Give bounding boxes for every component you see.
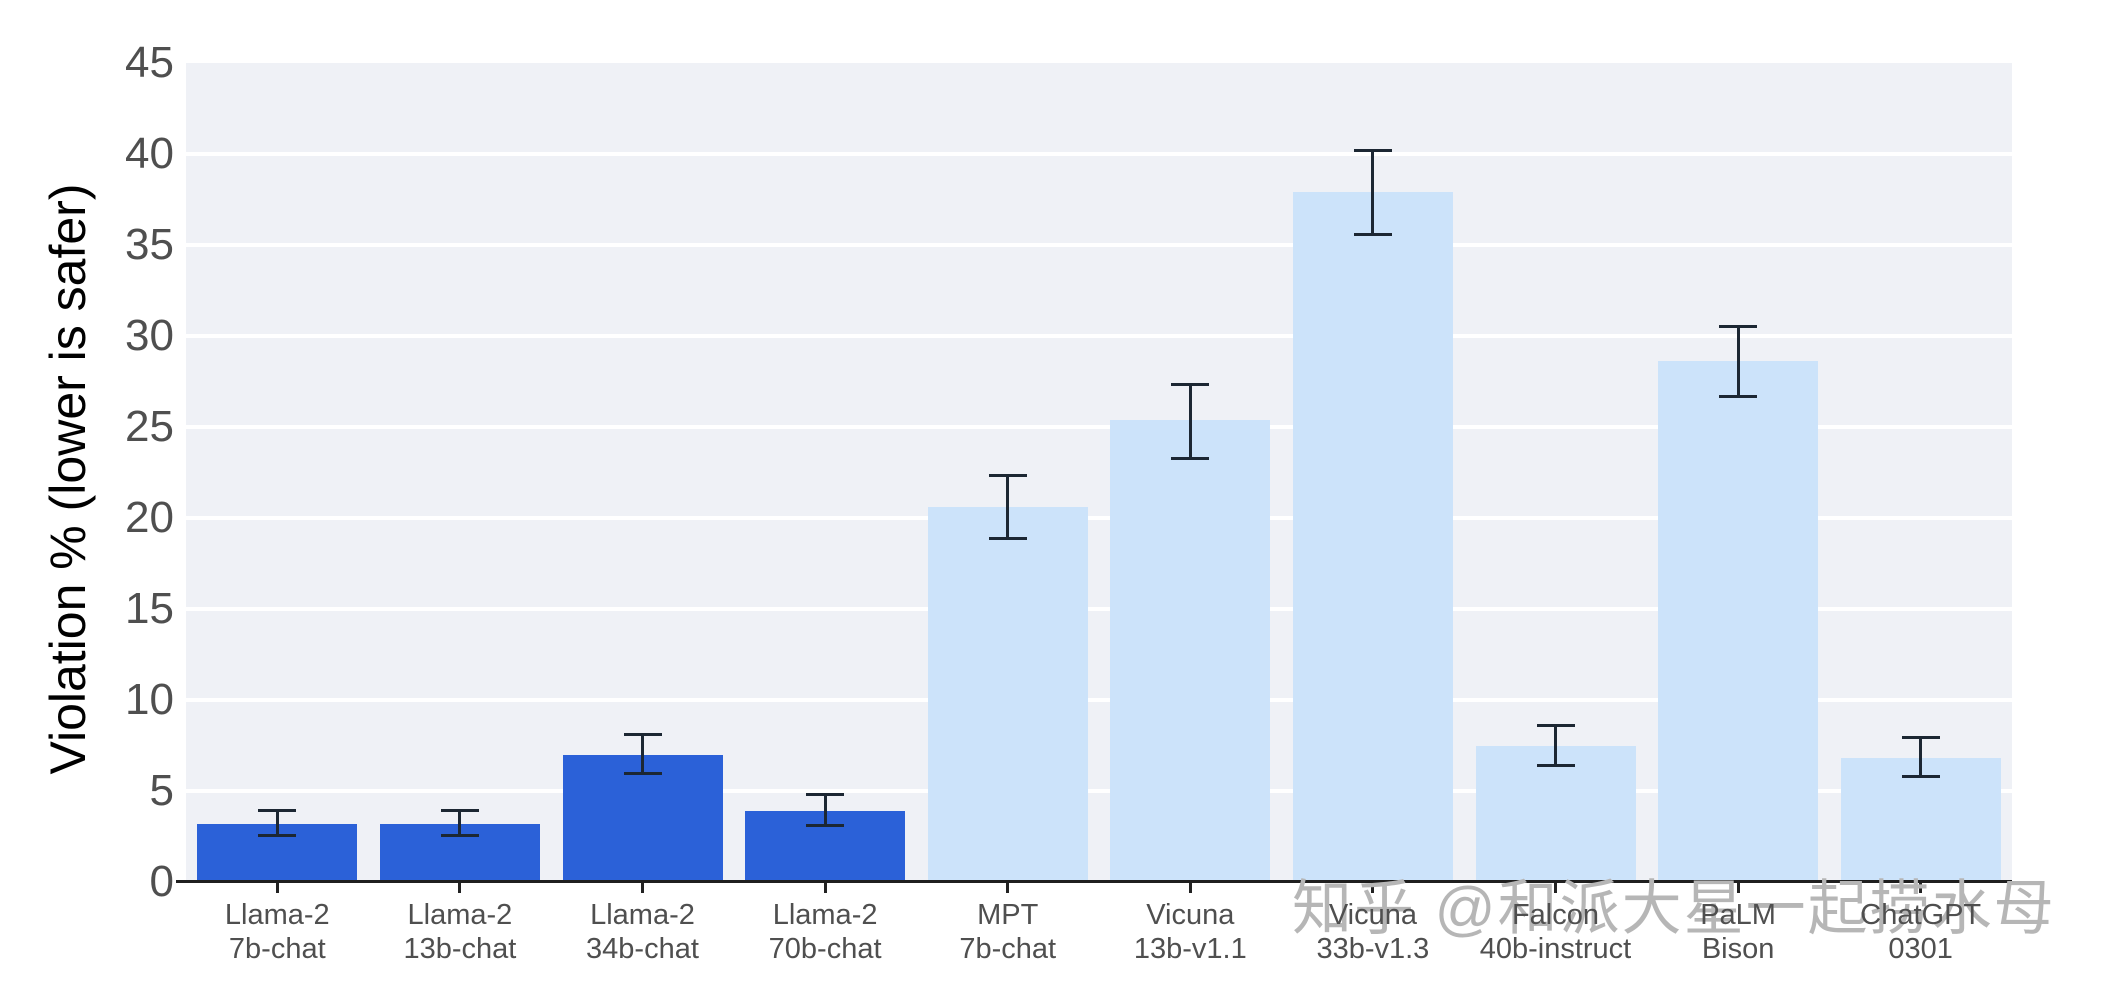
y-tick-label-45: 45 xyxy=(125,38,174,87)
x-tick-llama-2-13b-chat xyxy=(458,883,462,893)
x-label-line1-vicuna-33b-v1-3: Vicuna xyxy=(1328,899,1417,931)
x-label-line2-llama-2-34b-chat: 34b-chat xyxy=(586,933,699,965)
error-bar-falcon-40b-instruct xyxy=(1554,723,1557,768)
error-cap-top-vicuna-13b-v1-1 xyxy=(1171,383,1210,387)
x-label-palm-bison: PaLM Bison xyxy=(1647,898,1830,966)
error-cap-bottom-chatgpt-0301 xyxy=(1901,775,1940,779)
x-tick-falcon-40b-instruct xyxy=(1554,883,1557,893)
bar-vicuna-33b-v1-3 xyxy=(1292,192,1453,882)
x-label-line1-falcon-40b-instruct: Falcon xyxy=(1511,899,1599,931)
y-tick-label-35: 35 xyxy=(125,220,174,269)
error-bar-vicuna-33b-v1-3 xyxy=(1371,148,1375,236)
error-cap-top-palm-bison xyxy=(1719,325,1758,329)
error-cap-top-llama-2-13b-chat xyxy=(440,809,479,813)
bar-vicuna-13b-v1-1 xyxy=(1110,419,1271,882)
error-cap-bottom-llama-2-13b-chat xyxy=(440,833,479,837)
x-label-llama-2-7b-chat: Llama-2 7b-chat xyxy=(186,898,369,966)
bar-chatgpt-0301 xyxy=(1840,758,2001,882)
gridline-10 xyxy=(186,698,2012,702)
bar-palm-bison xyxy=(1658,361,1819,882)
error-cap-top-mpt-7b-chat xyxy=(988,474,1027,478)
gridline-40 xyxy=(186,152,2012,156)
error-cap-top-vicuna-33b-v1-3 xyxy=(1353,148,1392,152)
x-label-llama-2-70b-chat: Llama-2 70b-chat xyxy=(734,898,917,966)
x-label-line2-chatgpt-0301: 0301 xyxy=(1888,933,1953,965)
x-label-vicuna-13b-v1-1: Vicuna 13b-v1.1 xyxy=(1099,898,1282,966)
y-tick-label-20: 20 xyxy=(125,493,174,542)
error-cap-bottom-llama-2-34b-chat xyxy=(623,771,662,775)
x-label-mpt-7b-chat: MPT 7b-chat xyxy=(916,898,1099,966)
x-label-line2-llama-2-13b-chat: 13b-chat xyxy=(403,933,517,965)
error-bar-vicuna-13b-v1-1 xyxy=(1188,383,1192,460)
x-tick-llama-2-70b-chat xyxy=(823,883,827,893)
error-cap-bottom-vicuna-13b-v1-1 xyxy=(1171,456,1210,460)
gridline-25 xyxy=(186,425,2012,429)
error-bar-llama-2-34b-chat xyxy=(641,732,644,775)
y-tick-label-0: 0 xyxy=(149,857,174,906)
x-label-llama-2-34b-chat: Llama-2 34b-chat xyxy=(551,898,734,966)
x-label-line2-mpt-7b-chat: 7b-chat xyxy=(959,933,1057,965)
error-cap-bottom-palm-bison xyxy=(1719,394,1758,398)
y-axis-title: Violation % (lower is safer) xyxy=(40,183,96,775)
gridline-30 xyxy=(186,334,2012,338)
bar-falcon-40b-instruct xyxy=(1475,745,1636,882)
x-tick-llama-2-7b-chat xyxy=(275,883,279,893)
bar-mpt-7b-chat xyxy=(927,507,1088,882)
error-cap-top-chatgpt-0301 xyxy=(1901,736,1940,740)
error-bar-chatgpt-0301 xyxy=(1919,736,1923,779)
x-label-llama-2-13b-chat: Llama-2 13b-chat xyxy=(369,898,552,966)
error-bar-palm-bison xyxy=(1736,325,1740,398)
error-bar-llama-2-7b-chat xyxy=(275,809,279,837)
x-label-line1-chatgpt-0301: ChatGPT xyxy=(1860,899,1982,931)
error-bar-llama-2-13b-chat xyxy=(458,809,462,837)
y-tick-label-40: 40 xyxy=(125,129,174,178)
x-label-line2-palm-bison: Bison xyxy=(1701,933,1775,965)
error-cap-top-llama-2-34b-chat xyxy=(623,732,662,736)
x-label-line1-llama-2-7b-chat: Llama-2 xyxy=(224,899,330,931)
y-tick-label-25: 25 xyxy=(125,402,174,451)
bar-llama-2-34b-chat xyxy=(562,754,723,882)
x-label-line1-llama-2-13b-chat: Llama-2 xyxy=(407,899,513,931)
y-tick-label-30: 30 xyxy=(125,311,174,360)
x-tick-vicuna-33b-v1-3 xyxy=(1371,883,1375,893)
x-tick-llama-2-34b-chat xyxy=(641,883,644,893)
x-label-line2-llama-2-7b-chat: 7b-chat xyxy=(228,933,326,965)
y-tick-label-15: 15 xyxy=(125,584,174,633)
x-label-line1-palm-bison: PaLM xyxy=(1700,899,1776,931)
x-label-line1-llama-2-34b-chat: Llama-2 xyxy=(590,899,695,931)
error-cap-top-llama-2-7b-chat xyxy=(258,809,297,813)
error-cap-bottom-falcon-40b-instruct xyxy=(1536,764,1575,768)
error-cap-bottom-llama-2-7b-chat xyxy=(258,833,297,837)
x-label-line2-llama-2-70b-chat: 70b-chat xyxy=(768,933,882,965)
x-label-line1-vicuna-13b-v1-1: Vicuna xyxy=(1146,899,1235,931)
error-cap-top-llama-2-70b-chat xyxy=(806,792,845,796)
x-axis-line xyxy=(176,880,2012,883)
error-bar-mpt-7b-chat xyxy=(1006,474,1010,540)
x-label-line1-llama-2-70b-chat: Llama-2 xyxy=(772,899,878,931)
watermark-text: 知乎 @和派大星一起捞水母 xyxy=(1292,875,2056,942)
x-label-line1-mpt-7b-chat: MPT xyxy=(977,899,1039,931)
error-bar-llama-2-70b-chat xyxy=(823,792,827,828)
x-label-line2-vicuna-33b-v1-3: 33b-v1.3 xyxy=(1316,933,1430,965)
x-label-line2-vicuna-13b-v1-1: 13b-v1.1 xyxy=(1133,933,1247,965)
x-label-vicuna-33b-v1-3: Vicuna 33b-v1.3 xyxy=(1282,898,1465,966)
error-cap-bottom-llama-2-70b-chat xyxy=(806,824,845,828)
x-tick-mpt-7b-chat xyxy=(1006,883,1010,893)
x-tick-vicuna-13b-v1-1 xyxy=(1188,883,1192,893)
gridline-15 xyxy=(186,607,2012,611)
error-cap-top-falcon-40b-instruct xyxy=(1536,723,1575,727)
y-tick-label-5: 5 xyxy=(149,766,174,815)
y-tick-label-10: 10 xyxy=(125,675,174,724)
gridline-20 xyxy=(186,516,2012,520)
x-label-line2-falcon-40b-instruct: 40b-instruct xyxy=(1479,933,1632,965)
x-label-falcon-40b-instruct: Falcon 40b-instruct xyxy=(1464,898,1647,966)
error-cap-bottom-vicuna-33b-v1-3 xyxy=(1353,232,1392,236)
gridline-5 xyxy=(186,789,2012,793)
x-tick-chatgpt-0301 xyxy=(1919,883,1923,893)
x-tick-palm-bison xyxy=(1736,883,1740,893)
error-cap-bottom-mpt-7b-chat xyxy=(988,536,1027,540)
gridline-35 xyxy=(186,243,2012,247)
x-label-chatgpt-0301: ChatGPT 0301 xyxy=(1829,898,2012,966)
